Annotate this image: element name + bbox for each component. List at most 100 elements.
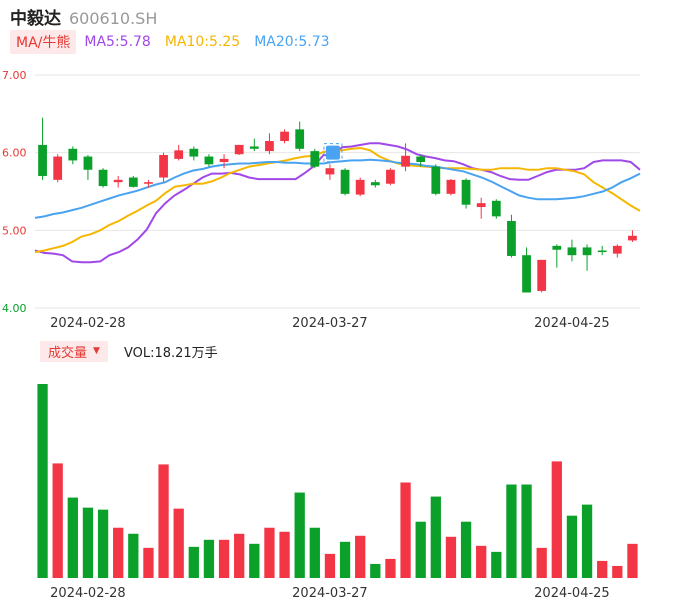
candle xyxy=(295,121,305,152)
volume-bar xyxy=(37,384,48,578)
candle xyxy=(597,245,607,256)
volume-bar xyxy=(581,504,593,578)
y-tick-label: 5.00 xyxy=(2,224,27,237)
candle xyxy=(416,154,426,167)
y-tick-label: 6.00 xyxy=(2,147,27,160)
crosshair-marker-icon xyxy=(323,143,343,163)
volume-bar xyxy=(234,533,245,578)
candle-body xyxy=(280,131,289,142)
volume-bar xyxy=(218,539,230,578)
candle-body xyxy=(53,156,63,180)
candle-body xyxy=(461,179,471,205)
volume-bar xyxy=(612,565,623,578)
candle xyxy=(113,175,123,188)
candle xyxy=(446,179,456,196)
candle-body xyxy=(219,158,229,162)
candle xyxy=(144,179,153,188)
volume-legend: 成交量 ▼ VOL:18.21万手 xyxy=(40,340,218,362)
candle xyxy=(174,144,184,161)
volume-bar xyxy=(294,492,305,578)
volume-bar xyxy=(415,521,426,578)
volume-bar xyxy=(445,536,457,578)
candle xyxy=(38,117,47,180)
ma5-label: MA5:5.78 xyxy=(84,34,151,50)
volume-bar xyxy=(309,527,320,578)
volume-bar xyxy=(143,547,154,578)
candle-body xyxy=(159,154,168,178)
candle-body xyxy=(128,177,138,187)
volume-value: VOL:18.21万手 xyxy=(123,345,218,361)
volume-bar xyxy=(521,484,532,578)
candle-body xyxy=(295,129,305,149)
volume-bar xyxy=(97,509,109,578)
candle xyxy=(340,168,350,196)
volume-bar xyxy=(430,496,441,578)
candle xyxy=(219,154,229,169)
y-tick-label: 4.00 xyxy=(2,302,27,315)
ma-toggle-button[interactable]: MA/牛熊 xyxy=(10,30,77,54)
price-chart[interactable]: 7.00 6.00 5.00 4.00 2024-02-28 2024-03-27 2024… xyxy=(0,0,686,335)
candle xyxy=(310,148,320,169)
candle xyxy=(612,244,622,258)
candle-body xyxy=(597,250,607,253)
volume-bar xyxy=(324,553,336,578)
candle-body xyxy=(189,148,199,157)
candle-body xyxy=(340,169,350,194)
candle xyxy=(68,146,78,165)
volume-bar xyxy=(173,508,184,578)
volume-bar xyxy=(52,463,63,578)
volume-bar xyxy=(279,531,290,578)
candle xyxy=(159,152,168,183)
volume-bar xyxy=(113,527,124,578)
candle-body xyxy=(446,179,456,194)
candle-body xyxy=(310,151,320,167)
ma10-label: MA10:5.25 xyxy=(164,34,241,50)
stock-code: 600610.SH xyxy=(69,9,158,28)
candle xyxy=(128,175,138,188)
candle xyxy=(401,143,410,172)
candle-body xyxy=(83,156,93,170)
candle xyxy=(83,154,93,180)
candle xyxy=(567,239,577,262)
marker-frame xyxy=(323,143,343,163)
candle xyxy=(249,138,259,152)
candle-body xyxy=(234,144,244,155)
candle xyxy=(386,168,395,186)
volume-bar xyxy=(385,558,396,578)
volume-bar xyxy=(249,543,260,578)
candle xyxy=(234,144,244,155)
stock-name: 中毅达 xyxy=(10,9,61,29)
volume-bar xyxy=(491,551,502,578)
candle-body xyxy=(628,235,637,241)
ma20-label: MA20:5.73 xyxy=(254,34,330,50)
candle-body xyxy=(476,203,486,208)
volume-bar xyxy=(551,461,562,578)
marker-square xyxy=(325,145,340,160)
candle-body xyxy=(612,245,622,254)
candle xyxy=(98,168,108,188)
volume-indicator-dropdown[interactable]: 成交量 ▼ xyxy=(40,340,108,362)
candle xyxy=(265,133,274,155)
candle-body xyxy=(491,200,501,217)
candle xyxy=(552,244,562,268)
volume-bar xyxy=(158,464,169,578)
volume-bar xyxy=(264,527,275,578)
candle xyxy=(204,154,214,167)
candle xyxy=(280,129,289,144)
volume-bar xyxy=(476,545,487,578)
candle-body xyxy=(113,179,123,183)
candle-body xyxy=(204,156,214,165)
candle xyxy=(537,259,547,293)
candle-body xyxy=(507,221,516,256)
candle xyxy=(189,146,199,161)
volume-bar xyxy=(82,507,94,578)
volume-bar xyxy=(400,482,411,578)
candle-body xyxy=(386,169,395,184)
y-tick-label: 7.00 xyxy=(2,69,27,82)
candle xyxy=(491,199,501,219)
volume-x-tick-label: 2024-02-28 xyxy=(50,586,126,601)
x-tick-label: 2024-02-28 xyxy=(50,316,126,331)
candle-body xyxy=(144,182,153,184)
volume-bar xyxy=(566,515,578,578)
candle-body xyxy=(416,156,426,162)
